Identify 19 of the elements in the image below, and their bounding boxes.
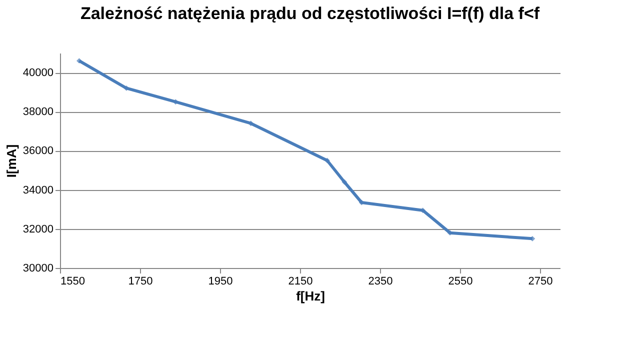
y-tick-label: 30000	[22, 262, 54, 274]
x-tick-label: 2150	[288, 276, 313, 288]
x-tick-label: 1950	[208, 276, 233, 288]
x-tick-label: 2750	[528, 276, 553, 288]
y-tick-label: 32000	[22, 223, 54, 236]
y-axis-title: I[mA]	[4, 144, 19, 178]
x-tick-label: 2350	[368, 276, 393, 288]
point	[342, 179, 348, 185]
y-tick-label: 36000	[22, 145, 54, 158]
x-tick-label: 2550	[448, 276, 473, 288]
x-axis-title: f[Hz]	[296, 288, 325, 304]
y-tick-label: 38000	[22, 106, 54, 118]
y-tick-label: 34000	[22, 184, 54, 196]
x-tick-label: 1550	[60, 276, 85, 288]
chart-title: Zależność natężenia prądu od częstotliwości I=f(f) dla f<f	[80, 4, 540, 23]
point	[248, 120, 254, 126]
point	[76, 58, 82, 64]
x-tick-label: 1750	[128, 276, 153, 288]
y-tick-label: 40000	[22, 67, 54, 80]
